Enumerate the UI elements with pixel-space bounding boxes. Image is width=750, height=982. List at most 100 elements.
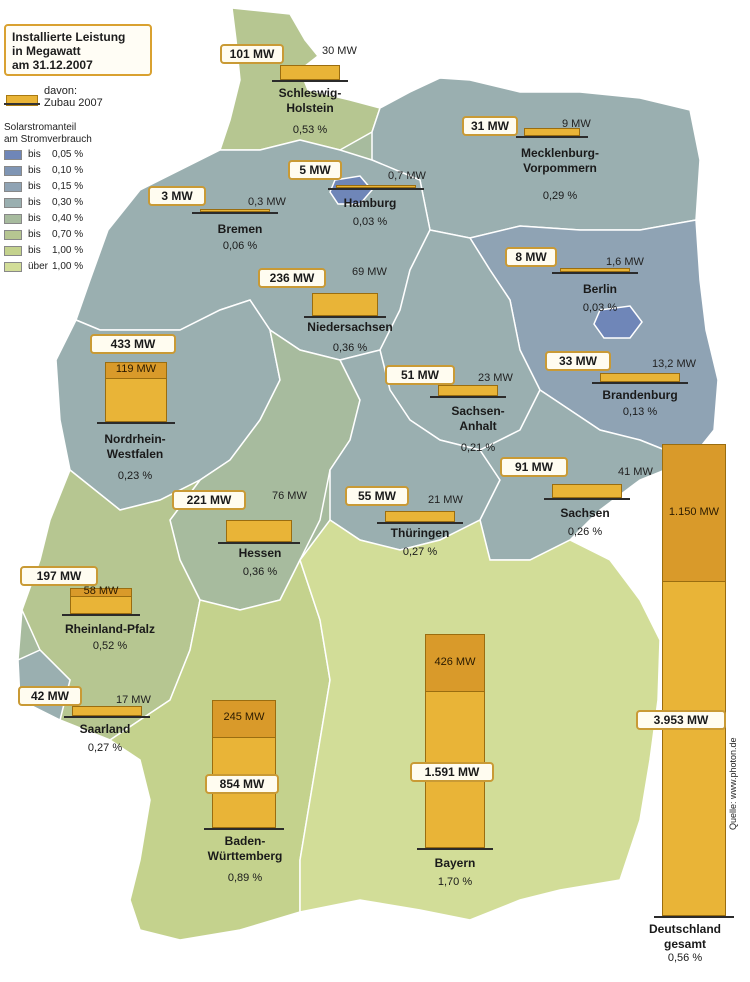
share-legend-label: bis bbox=[28, 213, 41, 224]
state-added-value: 76 MW bbox=[272, 490, 307, 502]
state-name-line: Saarland bbox=[79, 722, 131, 736]
state-name: Saarland bbox=[50, 722, 160, 737]
state-name-line: Hamburg bbox=[343, 196, 397, 210]
state-name: Hamburg bbox=[330, 196, 410, 211]
share-legend-value: 0,30 % bbox=[52, 197, 84, 208]
share-legend-row: bis 0,05 % bbox=[4, 147, 114, 162]
state-baseline bbox=[552, 272, 638, 274]
share-legend-swatch bbox=[4, 245, 22, 256]
state-baseline bbox=[654, 916, 734, 918]
state-total-value: 236 MW bbox=[258, 268, 326, 288]
share-legend-swatch bbox=[4, 261, 22, 272]
state-baseline bbox=[544, 498, 630, 500]
state-total-bar bbox=[72, 706, 142, 716]
state-name: Schleswig- Holstein bbox=[260, 86, 360, 116]
state-total-value: 33 MW bbox=[545, 351, 611, 371]
share-legend-swatch bbox=[4, 229, 22, 240]
state-name-line: Bremen bbox=[217, 222, 263, 236]
state-total-bar bbox=[552, 483, 622, 498]
state-baseline bbox=[430, 396, 506, 398]
share-legend-label: bis bbox=[28, 245, 41, 256]
source-credit: Quelle: www.photon.de bbox=[728, 737, 738, 830]
state-name-line: Niedersachsen bbox=[307, 320, 393, 334]
state-name: Berlin bbox=[560, 282, 640, 297]
state-name-line: gesamt bbox=[663, 937, 707, 951]
state-added-value: 41 MW bbox=[618, 466, 653, 478]
state-added-bar bbox=[71, 589, 131, 597]
state-share: 0,23 % bbox=[117, 470, 153, 482]
state-name-line: Rheinland-Pfalz bbox=[64, 622, 155, 636]
state-name: Sachsen- Anhalt bbox=[428, 404, 528, 434]
map-title: Installierte Leistung in Megawatt am 31.… bbox=[4, 24, 152, 76]
state-name: Sachsen bbox=[540, 506, 630, 521]
state-total-bar bbox=[600, 373, 680, 382]
added-legend-line-2: Zubau 2007 bbox=[44, 97, 103, 109]
region-berlin bbox=[593, 305, 643, 339]
state-total-value: 5 MW bbox=[288, 160, 342, 180]
state-baseline bbox=[304, 316, 386, 318]
share-legend-label: bis bbox=[28, 149, 41, 160]
state-added-bar bbox=[106, 363, 166, 380]
state-added-value: 58 MW bbox=[83, 584, 119, 597]
added-legend-baseline bbox=[4, 103, 40, 105]
state-share: 0,36 % bbox=[242, 566, 278, 578]
added-legend: davon: Zubau 2007 bbox=[4, 85, 104, 119]
state-share: 0,36 % bbox=[332, 342, 368, 354]
state-name: Rheinland-Pfalz bbox=[30, 622, 190, 637]
state-share: 0,52 % bbox=[92, 640, 128, 652]
state-total-value: 42 MW bbox=[18, 686, 82, 706]
state-share: 0,26 % bbox=[567, 526, 603, 538]
state-total-bar bbox=[524, 127, 580, 136]
share-legend: Solarstromanteil am Stromverbrauch bis 0,… bbox=[4, 122, 114, 274]
state-baseline bbox=[192, 212, 278, 214]
state-name-line: Thüringen bbox=[390, 526, 450, 540]
state-name-line: Mecklenburg- bbox=[520, 146, 599, 160]
share-legend-label: über bbox=[28, 261, 49, 272]
share-legend-value: 0,05 % bbox=[52, 149, 84, 160]
share-legend-row: bis 0,70 % bbox=[4, 227, 114, 242]
state-added-value: 21 MW bbox=[428, 494, 463, 506]
share-legend-row: bis 0,40 % bbox=[4, 211, 114, 226]
state-total-bar bbox=[438, 385, 498, 396]
state-added-value: 119 MW bbox=[115, 363, 157, 376]
state-name-line: Schleswig- bbox=[278, 86, 342, 100]
state-total-value: 221 MW bbox=[172, 490, 246, 510]
share-legend-title: Solarstromanteil am Stromverbrauch bbox=[4, 122, 114, 146]
title-line-2: in Megawatt bbox=[12, 44, 81, 58]
state-total-value: 854 MW bbox=[205, 774, 279, 794]
state-total-bar bbox=[226, 519, 292, 542]
state-baseline bbox=[417, 848, 493, 850]
state-added-value: 69 MW bbox=[352, 266, 387, 278]
share-legend-value: 0,15 % bbox=[52, 181, 84, 192]
state-name-line: Berlin bbox=[582, 282, 617, 296]
state-baseline bbox=[377, 522, 463, 524]
state-added-value: 1,6 MW bbox=[606, 256, 644, 268]
region-hamburg bbox=[329, 175, 373, 205]
share-legend-swatch bbox=[4, 165, 22, 176]
share-legend-swatch bbox=[4, 149, 22, 160]
state-total-bar bbox=[312, 292, 378, 316]
state-total-bar bbox=[280, 64, 340, 80]
state-name-line: Baden- bbox=[224, 834, 266, 848]
state-total-value: 197 MW bbox=[20, 566, 98, 586]
state-name: Niedersachsen bbox=[280, 320, 420, 335]
state-total-value: 101 MW bbox=[220, 44, 284, 64]
state-name-line: Vorpommern bbox=[523, 161, 597, 175]
state-name-line: Nordrhein- bbox=[104, 432, 166, 446]
state-added-value: 23 MW bbox=[478, 372, 513, 384]
share-legend-value: 1,00 % bbox=[52, 245, 84, 256]
state-total-bar bbox=[336, 184, 416, 188]
state-baseline bbox=[62, 614, 140, 616]
state-name: Bayern bbox=[405, 856, 505, 871]
state-name-line: Holstein bbox=[286, 101, 334, 115]
state-name: Hessen bbox=[210, 546, 310, 561]
share-legend-swatch bbox=[4, 181, 22, 192]
added-legend-swatch bbox=[6, 95, 38, 106]
state-baseline bbox=[64, 716, 150, 718]
state-added-value: 17 MW bbox=[116, 694, 151, 706]
state-added-value: 30 MW bbox=[322, 45, 357, 57]
state-baseline bbox=[516, 136, 588, 138]
share-legend-swatch bbox=[4, 213, 22, 224]
state-total-value: 3.953 MW bbox=[636, 710, 726, 730]
